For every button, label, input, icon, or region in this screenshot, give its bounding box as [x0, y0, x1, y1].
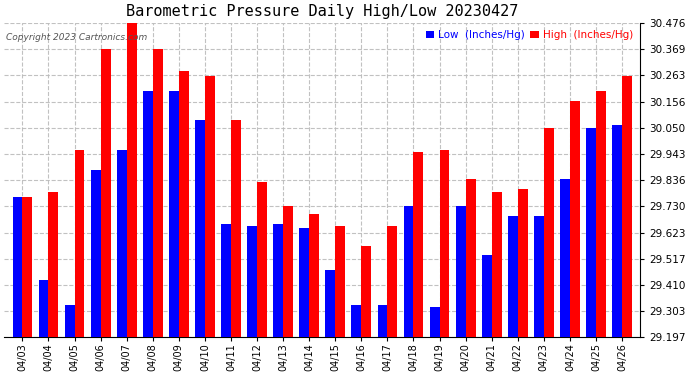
Bar [117, 150, 127, 337]
Bar [221, 224, 231, 337]
Bar [195, 120, 205, 337]
Bar [466, 179, 475, 337]
Bar [12, 196, 22, 337]
Bar [257, 182, 267, 337]
Bar [75, 150, 84, 337]
Bar [90, 170, 101, 337]
Bar [430, 307, 440, 337]
Bar [299, 228, 309, 337]
Bar [544, 128, 554, 337]
Bar [205, 76, 215, 337]
Bar [309, 214, 319, 337]
Bar [455, 206, 466, 337]
Bar [387, 226, 397, 337]
Legend: Low  (Inches/Hg), High  (Inches/Hg): Low (Inches/Hg), High (Inches/Hg) [424, 28, 635, 42]
Bar [231, 120, 241, 337]
Bar [65, 304, 75, 337]
Bar [492, 192, 502, 337]
Bar [273, 224, 283, 337]
Bar [127, 23, 137, 337]
Bar [39, 280, 48, 337]
Bar [413, 152, 424, 337]
Bar [586, 128, 596, 337]
Bar [335, 226, 345, 337]
Bar [351, 304, 362, 337]
Bar [326, 270, 335, 337]
Bar [377, 304, 387, 337]
Bar [152, 49, 163, 337]
Bar [101, 49, 110, 337]
Bar [22, 196, 32, 337]
Bar [48, 192, 59, 337]
Bar [169, 91, 179, 337]
Bar [179, 71, 189, 337]
Bar [622, 76, 632, 337]
Bar [362, 246, 371, 337]
Text: Copyright 2023 Cartronics.com: Copyright 2023 Cartronics.com [6, 33, 148, 42]
Bar [534, 216, 544, 337]
Bar [482, 255, 492, 337]
Bar [404, 206, 413, 337]
Title: Barometric Pressure Daily High/Low 20230427: Barometric Pressure Daily High/Low 20230… [126, 4, 518, 19]
Bar [570, 101, 580, 337]
Bar [440, 150, 449, 337]
Bar [518, 189, 528, 337]
Bar [143, 91, 152, 337]
Bar [247, 226, 257, 337]
Bar [283, 206, 293, 337]
Bar [596, 91, 606, 337]
Bar [560, 179, 570, 337]
Bar [612, 125, 622, 337]
Bar [508, 216, 518, 337]
